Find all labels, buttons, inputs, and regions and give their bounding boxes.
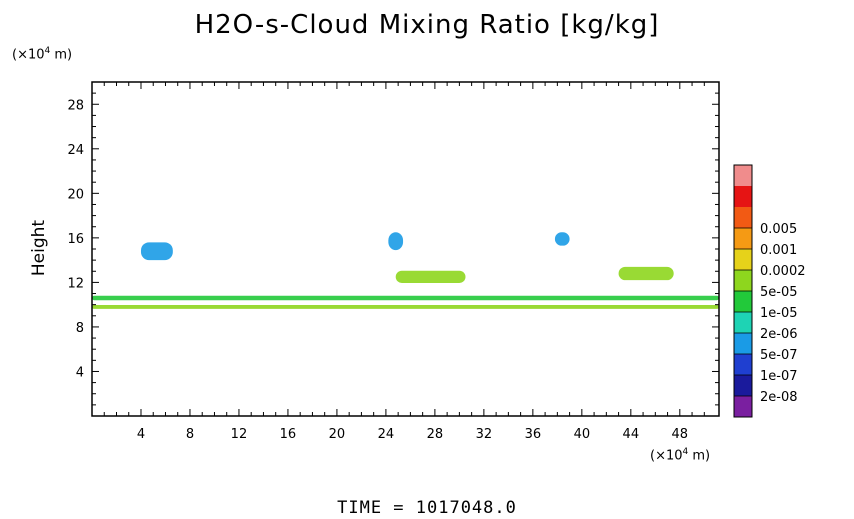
y-axis-unit: (×104 m) bbox=[12, 46, 73, 63]
colorbar-swatch bbox=[734, 228, 752, 249]
x-tick-label: 36 bbox=[525, 427, 542, 442]
colorbar-swatch bbox=[734, 165, 752, 186]
cloud-feature bbox=[388, 232, 404, 251]
colorbar-swatch bbox=[734, 375, 752, 396]
x-tick-label: 16 bbox=[280, 427, 297, 442]
cloud-feature bbox=[92, 295, 719, 301]
colorbar-label: 0.0002 bbox=[760, 264, 806, 279]
colorbar-swatch bbox=[734, 270, 752, 291]
colorbar-label: 0.001 bbox=[760, 243, 797, 258]
x-tick-label: 28 bbox=[427, 427, 444, 442]
x-tick-label: 48 bbox=[672, 427, 689, 442]
cloud-feature bbox=[618, 266, 674, 281]
colorbar-label: 5e-05 bbox=[760, 285, 798, 300]
colorbar-swatch bbox=[734, 291, 752, 312]
chart-title: H2O-s-Cloud Mixing Ratio [kg/kg] bbox=[194, 10, 660, 40]
x-tick-label: 8 bbox=[186, 427, 194, 442]
colorbar-swatch bbox=[734, 207, 752, 228]
cloud-feature bbox=[140, 242, 173, 261]
colorbar-label: 2e-08 bbox=[760, 390, 798, 405]
colorbar-label: 1e-07 bbox=[760, 369, 798, 384]
cloud-feature bbox=[554, 232, 570, 246]
y-tick-label: 16 bbox=[67, 232, 84, 247]
plot-frame bbox=[91, 81, 720, 417]
y-tick-label: 4 bbox=[76, 365, 84, 380]
x-tick-label: 20 bbox=[329, 427, 346, 442]
colorbar-swatch bbox=[734, 333, 752, 354]
colorbar-swatch bbox=[734, 396, 752, 417]
x-tick-label: 40 bbox=[574, 427, 591, 442]
colorbar-swatch bbox=[734, 354, 752, 375]
x-tick-label: 44 bbox=[623, 427, 640, 442]
y-tick-label: 20 bbox=[67, 187, 84, 202]
colorbar-swatch bbox=[734, 312, 752, 333]
x-axis-unit: (×104 m) bbox=[650, 447, 711, 464]
y-tick-label: 12 bbox=[67, 276, 84, 291]
time-label: TIME = 1017048.0 bbox=[337, 498, 517, 518]
colorbar-label: 5e-07 bbox=[760, 348, 798, 363]
colorbar-swatch bbox=[734, 249, 752, 270]
y-tick-label: 8 bbox=[76, 321, 84, 336]
x-tick-label: 4 bbox=[137, 427, 145, 442]
cloud-feature bbox=[92, 304, 719, 309]
colorbar-label: 1e-05 bbox=[760, 306, 798, 321]
cloud-features bbox=[92, 232, 719, 309]
colorbar-label: 2e-06 bbox=[760, 327, 798, 342]
colorbar: 2e-08 1e-07 5e-07 2e-06 1e-05 5e-05 0.0002 0.00… bbox=[733, 164, 806, 418]
colorbar-label: 0.005 bbox=[760, 222, 797, 237]
x-tick-label: 24 bbox=[378, 427, 395, 442]
x-tick-label: 12 bbox=[231, 427, 248, 442]
y-tick-label: 24 bbox=[67, 143, 84, 158]
x-tick-label: 32 bbox=[476, 427, 493, 442]
cloud-feature bbox=[395, 270, 466, 283]
colorbar-swatch bbox=[734, 186, 752, 207]
y-tick-label: 28 bbox=[67, 98, 84, 113]
